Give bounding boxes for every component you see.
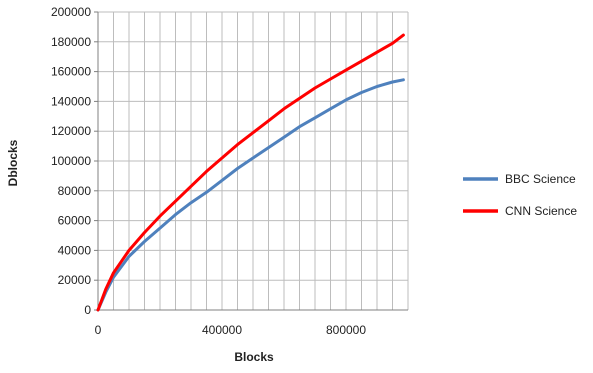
tick-labels: 0 20000 40000 60000 80000 100000 120000 140000 1… <box>51 5 366 337</box>
y-tick-label: 120000 <box>51 124 91 138</box>
y-tick-label: 40000 <box>58 243 92 257</box>
y-tick-label: 140000 <box>51 94 91 108</box>
y-tick-label: 160000 <box>51 65 91 79</box>
y-tick-label: 100000 <box>51 154 91 168</box>
legend: BBC Science CNN Science <box>463 172 577 218</box>
y-tick-label: 0 <box>84 303 91 317</box>
x-tick-label: 800000 <box>326 323 366 337</box>
legend-label-cnn-science: CNN Science <box>505 204 577 218</box>
y-tick-label: 60000 <box>58 214 92 228</box>
legend-label-bbc-science: BBC Science <box>505 172 576 186</box>
grid <box>98 11 409 310</box>
x-tick-label: 0 <box>95 323 102 337</box>
y-tick-label: 180000 <box>51 35 91 49</box>
x-axis-title: Blocks <box>234 350 274 364</box>
axes <box>94 11 408 311</box>
y-tick-label: 80000 <box>58 184 92 198</box>
series <box>96 33 405 312</box>
x-tick-label: 400000 <box>202 323 242 337</box>
y-tick-label: 200000 <box>51 5 91 19</box>
y-axis-title: Dblocks <box>6 139 20 186</box>
series-line-cnn-science <box>96 33 405 312</box>
series-line-bbc-science <box>96 78 405 312</box>
y-tick-label: 20000 <box>58 273 92 287</box>
